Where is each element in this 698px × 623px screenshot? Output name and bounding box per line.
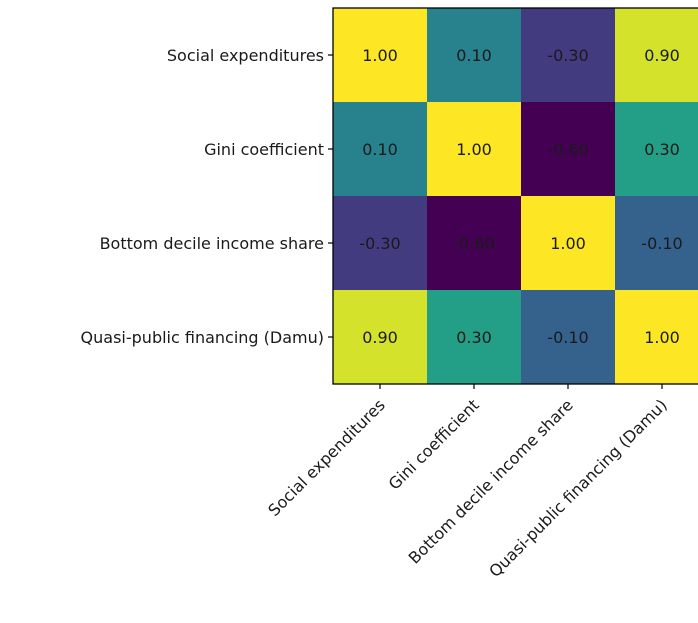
cell-value-label: 1.00 [644, 328, 680, 347]
cell-value-label: -0.10 [547, 328, 588, 347]
cell-value-label: 0.30 [456, 328, 492, 347]
heatmap-cell [333, 196, 428, 291]
heatmap-cell [427, 102, 522, 197]
heatmap-cell [427, 8, 522, 103]
heatmap-cells [333, 8, 698, 385]
heatmap-cell-labels: 1.00 0.10 -0.30 0.90 0.10 1.00 -0.60 0.30 -0.30 -… [359, 46, 682, 347]
heatmap-cell [615, 102, 698, 197]
heatmap-cell [427, 196, 522, 291]
cell-value-label: 1.00 [550, 234, 586, 253]
heatmap-cell [615, 196, 698, 291]
x-tick-label: Quasi-public financing (Damu) [485, 395, 671, 581]
heatmap-cell [333, 8, 428, 103]
heatmap-cell [427, 290, 522, 385]
y-tick-label: Bottom decile income share [100, 234, 324, 253]
cell-value-label: 0.10 [456, 46, 492, 65]
cell-value-label: -0.30 [359, 234, 400, 253]
heatmap-cell [521, 102, 616, 197]
y-axis: Social expenditures Gini coefficient Botto… [81, 46, 333, 347]
cell-value-label: 0.90 [362, 328, 398, 347]
x-tick-label: Social expenditures [264, 395, 389, 520]
cell-value-label: 1.00 [456, 140, 492, 159]
heatmap-cell [615, 290, 698, 385]
x-tick-label: Bottom decile income share [405, 395, 577, 567]
cell-value-label: -0.60 [547, 140, 588, 159]
cell-value-label: 0.10 [362, 140, 398, 159]
heatmap-cell [333, 290, 428, 385]
heatmap-cell [521, 8, 616, 103]
plot-frame [332, 7, 698, 385]
heatmap-cell [521, 290, 616, 385]
y-tick-label: Quasi-public financing (Damu) [81, 328, 324, 347]
x-tick-label: Gini coefficient [385, 395, 483, 493]
cell-value-label: -0.30 [547, 46, 588, 65]
heatmap-cell [521, 196, 616, 291]
y-tick-label: Gini coefficient [204, 140, 324, 159]
heatmap-cell [615, 8, 698, 103]
cell-value-label: -0.10 [641, 234, 682, 253]
heatmap-cell [333, 102, 428, 197]
cell-value-label: 0.30 [644, 140, 680, 159]
cell-value-label: -0.60 [453, 234, 494, 253]
cell-value-label: 1.00 [362, 46, 398, 65]
cell-value-label: 0.90 [644, 46, 680, 65]
y-tick-label: Social expenditures [167, 46, 324, 65]
